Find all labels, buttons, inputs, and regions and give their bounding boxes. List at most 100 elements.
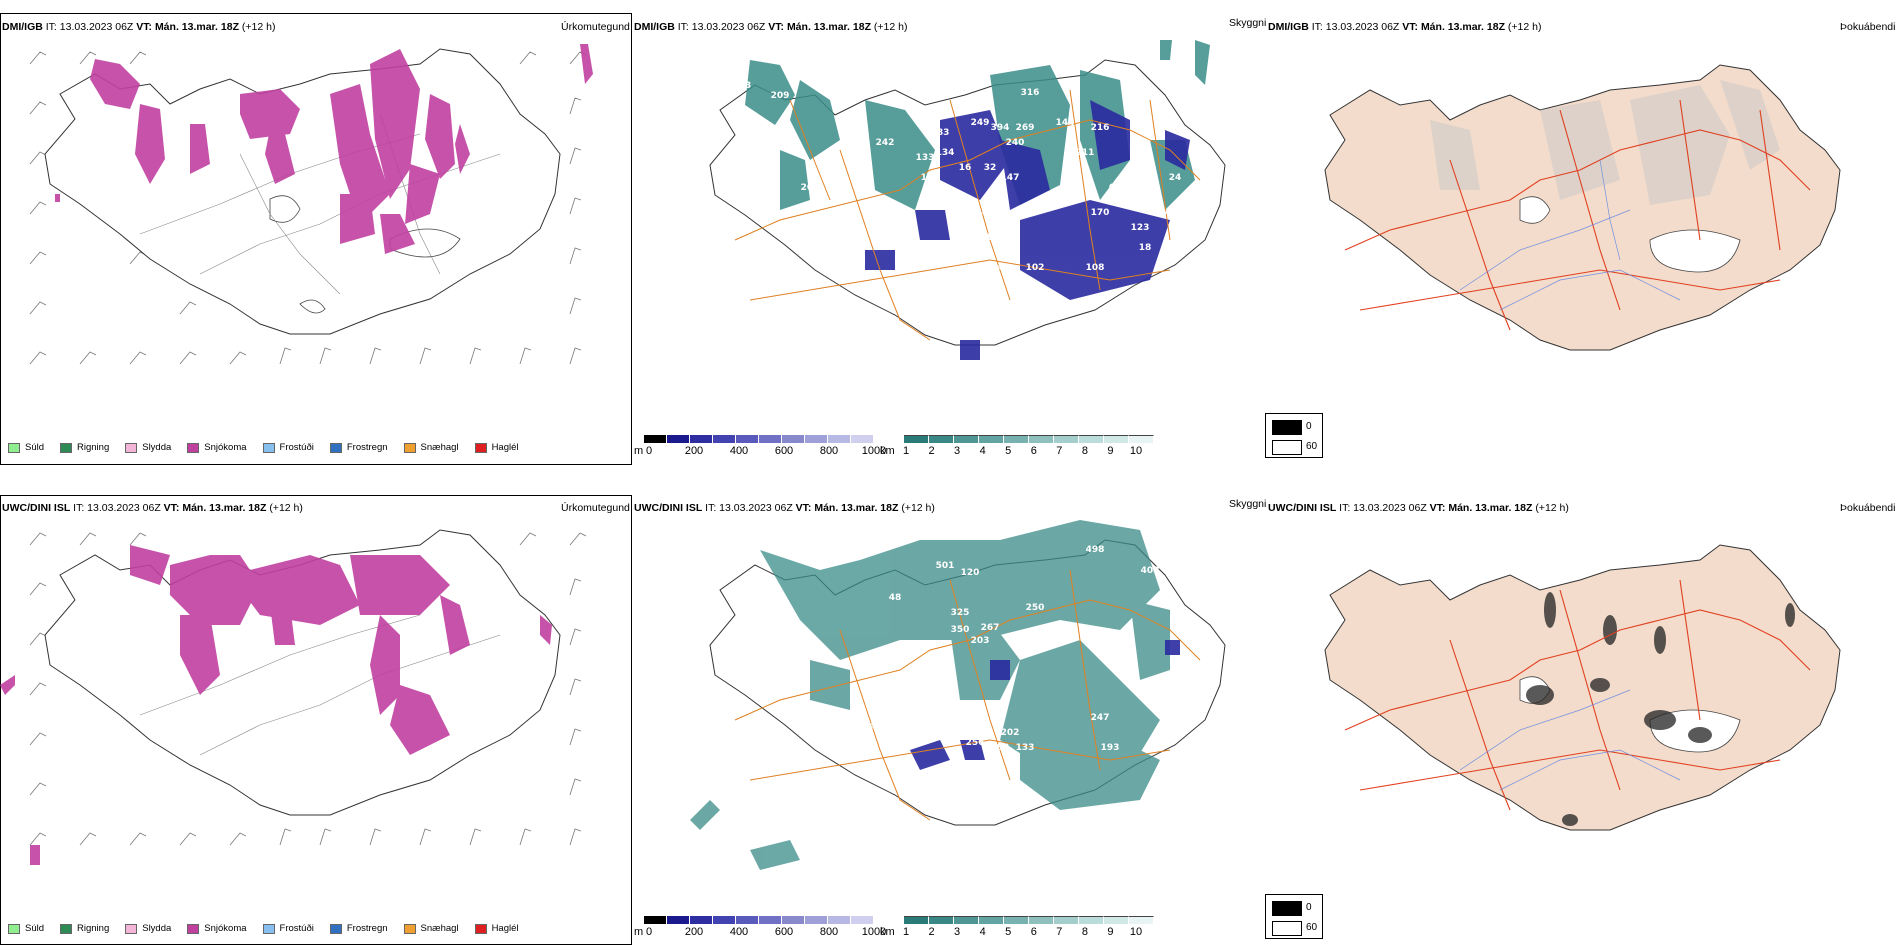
visibility-value-label: 172: [1061, 193, 1080, 203]
visibility-value-label: 157: [796, 223, 815, 233]
blue-visibility: [865, 100, 1190, 360]
colorbar-segment-m: [736, 435, 759, 443]
visibility-value-label: 48: [889, 593, 902, 603]
visibility-colorbar-top: m 0 200 400 600 800 1000 km 1 2 3 4 5 6 7 8 9 10: [634, 435, 1274, 465]
legend-item-snow-pellets: Snæhagl: [403, 442, 459, 453]
visibility-value-label: 202: [1001, 728, 1020, 738]
colorbar-unit-m: m: [634, 445, 644, 457]
visibility-value-label: 193: [1101, 743, 1120, 753]
colorbar-tick-m: 600: [774, 445, 794, 457]
fog-rivers: [1459, 159, 1681, 311]
fog-dark-areas: [1526, 592, 1795, 826]
visibility-value-label: 408: [1141, 566, 1160, 576]
visibility-value-label: 72: [1139, 143, 1152, 153]
colorbar-segment-m: [759, 916, 782, 924]
field-label-bot-mid: Skyggni: [1229, 498, 1267, 510]
visibility-value-label: 207: [801, 183, 820, 193]
colorbar-segment-km: [1004, 435, 1029, 443]
colorbar-tick-km: 4: [979, 445, 986, 457]
snow-areas: [55, 44, 593, 254]
visibility-value-label: 129: [831, 243, 850, 253]
colorbar-tick-m: 200: [684, 926, 704, 938]
colorbar-segment-km: [904, 916, 929, 924]
visibility-value-label: 107: [941, 193, 960, 203]
visibility-value-label: 24: [1169, 173, 1182, 183]
colorbar-segment-m: [851, 435, 874, 443]
legend-item-snow: Snjókoma: [187, 442, 247, 453]
colorbar-tick-km: 1: [902, 445, 910, 457]
visibility-value-label: 394: [991, 123, 1010, 133]
visibility-value-label: 501: [936, 561, 955, 571]
colorbar-tick-km: 8: [1081, 926, 1088, 938]
colorbar-tick-km: 10: [1129, 445, 1143, 457]
colorbar-segment-km: [1004, 916, 1029, 924]
visibility-map-top: 13 209 242 183 134 249 394 269 240 316 144 216 72 24 1…: [709, 40, 1226, 393]
colorbar-segment-m: [828, 435, 851, 443]
colorbar-tick-km: 2: [928, 445, 935, 457]
visibility-value-label: 110: [816, 263, 835, 273]
visibility-value-label: 154: [921, 173, 940, 183]
visibility-value-label: 203: [971, 636, 990, 646]
visibility-colorbar-bot: m 0 200 400 600 800 1000 km 1 2 3 4 5 6 7 8 9 10: [634, 916, 1274, 946]
field-label-top-mid: Skyggni: [1229, 17, 1267, 29]
colorbar-segment-km: [1079, 435, 1104, 443]
visibility-value-label: 325: [951, 608, 970, 618]
colorbar-tick-km: 7: [1056, 926, 1063, 938]
panel-frame-top-left: [0, 13, 632, 465]
precip-legend-bot: Súld Rigning Slydda Snjókoma Frostúði Fr…: [8, 923, 535, 934]
colorbar-tick-km: 5: [1005, 445, 1012, 457]
visibility-value-label: 240: [1006, 138, 1025, 148]
visibility-value-label: 140: [911, 383, 930, 393]
visibility-value-label: 147: [1001, 173, 1020, 183]
panel-title-bot-left: UWC/DINI ISL IT: 13.03.2023 06Z VT: Mán.…: [2, 502, 303, 514]
visibility-value-label: 84: [1159, 208, 1172, 218]
visibility-value-label: 96: [1139, 198, 1152, 208]
colorbar-segment-km: [1079, 916, 1104, 924]
visibility-value-label: 136: [946, 243, 965, 253]
colorbar-segment-m: [667, 916, 690, 924]
snow-areas-bot: [0, 545, 552, 865]
panel-frame-bot-left: [0, 495, 632, 945]
visibility-value-label: 13: [739, 81, 752, 91]
fog-map-top: [1324, 64, 1841, 351]
colorbar-segment-km: [979, 435, 1004, 443]
legend-item-freezing-drizzle: Frostúði: [262, 442, 314, 453]
colorbar-tick-km: 9: [1107, 926, 1114, 938]
visibility-value-label: 242: [876, 138, 895, 148]
fog-legend-bot: 0 60: [1265, 894, 1323, 939]
visibility-value-label: 133: [916, 153, 935, 163]
colorbar-tick-km: 8: [1081, 445, 1088, 457]
legend-item-snow-pellets: Snæhagl: [403, 923, 459, 934]
visibility-value-label: 248: [976, 208, 995, 218]
legend-item-sleet: Slydda: [125, 442, 171, 453]
visibility-value-label: 216: [1091, 123, 1110, 133]
visibility-value-label: 183: [931, 128, 950, 138]
colorbar-tick-m: 1000: [861, 926, 887, 938]
visibility-value-label: 224: [1016, 648, 1035, 658]
colorbar-segment-km: [1029, 916, 1054, 924]
colorbar-tick-km: 2: [928, 926, 935, 938]
visibility-value-label: 123: [1131, 223, 1150, 233]
visibility-value-label: 108: [1086, 263, 1105, 273]
colorbar-segment-km: [1104, 916, 1129, 924]
visibility-value-label: 269: [1016, 123, 1035, 133]
visibility-value-label: 256: [966, 738, 985, 748]
visibility-value-label: 282: [991, 743, 1010, 753]
colorbar-segment-km: [979, 916, 1004, 924]
panel-title-top-mid: DMI/IGB IT: 13.03.2023 06Z VT: Mán. 13.m…: [634, 21, 908, 33]
visibility-value-label: 20: [959, 718, 972, 728]
colorbar-segment-m: [828, 916, 851, 924]
legend-item-freezing-rain: Frostregn: [329, 923, 388, 934]
precip-legend-top: Súld Rigning Slydda Snjókoma Frostúði Fr…: [8, 442, 535, 453]
visibility-value-label: 46: [774, 143, 787, 153]
colorbar-segment-km: [954, 435, 979, 443]
colorbar-tick-km: 5: [1005, 926, 1012, 938]
colorbar-segment-km: [1054, 435, 1079, 443]
colorbar-segment-km: [929, 916, 954, 924]
colorbar-segment-m: [690, 435, 713, 443]
visibility-value-label: 139: [986, 233, 1005, 243]
colorbar-segment-m: [667, 435, 690, 443]
colorbar-segment-m: [644, 916, 667, 924]
fog-map-bot: [1324, 544, 1841, 831]
colorbar-tick-m: 800: [819, 445, 839, 457]
